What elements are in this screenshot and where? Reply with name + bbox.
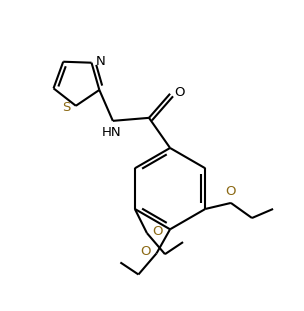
Text: S: S [62, 101, 71, 114]
Text: O: O [152, 225, 163, 238]
Text: HN: HN [102, 126, 121, 139]
Text: N: N [96, 55, 106, 68]
Text: O: O [140, 245, 151, 258]
Text: O: O [226, 184, 236, 197]
Text: O: O [174, 86, 185, 99]
